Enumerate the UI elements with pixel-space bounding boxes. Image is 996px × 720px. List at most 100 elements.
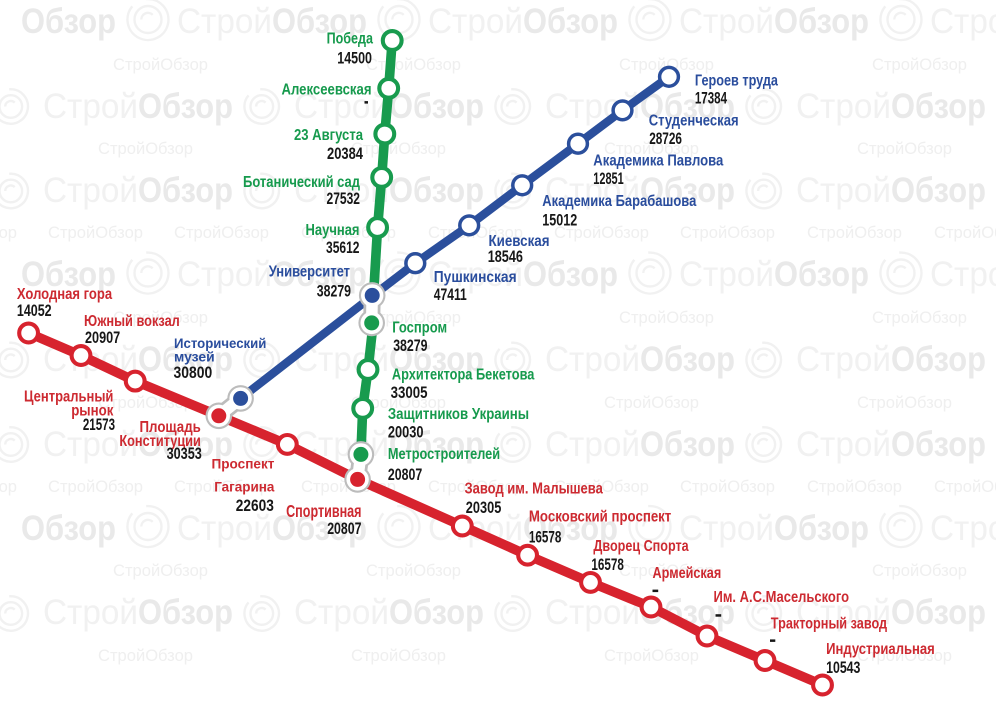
svg-text:Исторический: Исторический bbox=[174, 336, 266, 351]
svg-text:рынок: рынок bbox=[71, 403, 114, 420]
svg-text:СтройОбзор: СтройОбзор bbox=[554, 223, 649, 242]
svg-text:СтройОбзор: СтройОбзор bbox=[604, 646, 699, 665]
svg-text:Гагарина: Гагарина bbox=[214, 480, 275, 495]
svg-text:СтройОбзор: СтройОбзор bbox=[934, 223, 996, 242]
svg-text:30800: 30800 bbox=[174, 364, 213, 382]
svg-text:12851: 12851 bbox=[593, 170, 623, 188]
svg-text:Героев труда: Героев труда bbox=[695, 73, 778, 90]
svg-text:Обзор: Обзор bbox=[21, 2, 116, 41]
svg-text:35612: 35612 bbox=[326, 239, 360, 257]
svg-text:Проспект: Проспект bbox=[212, 457, 275, 472]
svg-text:СтройОбзор: СтройОбзор bbox=[679, 2, 869, 41]
svg-text:СтройОбзор: СтройОбзор bbox=[619, 561, 714, 580]
svg-text:20807: 20807 bbox=[327, 520, 361, 538]
svg-text:СтройОбзор: СтройОбзор bbox=[113, 561, 208, 580]
svg-text:Университет: Университет bbox=[269, 264, 351, 281]
svg-text:СтройОбзор: СтройОбзор bbox=[679, 255, 869, 294]
svg-text:СтройОбзор: СтройОбзор bbox=[796, 593, 986, 632]
svg-text:СтройОбзор: СтройОбзор bbox=[48, 223, 143, 242]
svg-text:СтройОбзор: СтройОбзор bbox=[930, 2, 996, 41]
svg-text:СтройОбзор: СтройОбзор bbox=[0, 223, 17, 242]
svg-text:Научная: Научная bbox=[306, 222, 360, 239]
svg-text:СтройОбзор: СтройОбзор bbox=[807, 223, 902, 242]
svg-text:Холодная гора: Холодная гора bbox=[17, 286, 112, 303]
svg-text:СтройОбзор: СтройОбзор bbox=[294, 87, 484, 126]
svg-text:Тракторный завод: Тракторный завод bbox=[771, 616, 887, 633]
svg-text:СтройОбзор: СтройОбзор bbox=[545, 340, 735, 379]
svg-text:Госпром: Госпром bbox=[392, 320, 447, 337]
svg-text:Индустриальная: Индустриальная bbox=[826, 641, 935, 658]
svg-text:СтройОбзор: СтройОбзор bbox=[43, 593, 233, 632]
svg-text:20030: 20030 bbox=[388, 424, 424, 442]
svg-text:СтройОбзор: СтройОбзор bbox=[366, 55, 461, 74]
svg-text:47411: 47411 bbox=[434, 286, 467, 304]
svg-text:21573: 21573 bbox=[83, 416, 115, 434]
svg-text:СтройОбзор: СтройОбзор bbox=[872, 55, 967, 74]
svg-text:СтройОбзор: СтройОбзор bbox=[174, 223, 269, 242]
svg-text:33005: 33005 bbox=[391, 384, 428, 402]
svg-text:Академика Барабашова: Академика Барабашова bbox=[542, 193, 696, 210]
svg-text:Победа: Победа bbox=[327, 31, 373, 48]
svg-text:СтройОбзор: СтройОбзор bbox=[177, 255, 367, 294]
svg-text:20305: 20305 bbox=[466, 499, 502, 517]
svg-text:СтройОбзор: СтройОбзор bbox=[174, 477, 269, 496]
svg-text:СтройОбзор: СтройОбзор bbox=[857, 393, 952, 412]
svg-text:Им. А.С.Масельского: Им. А.С.Масельского bbox=[714, 589, 850, 606]
svg-text:Киевская: Киевская bbox=[489, 233, 550, 250]
svg-text:СтройОбзор: СтройОбзор bbox=[366, 308, 461, 327]
svg-text:СтройОбзор: СтройОбзор bbox=[545, 171, 735, 210]
svg-text:16578: 16578 bbox=[529, 529, 562, 547]
svg-text:10543: 10543 bbox=[826, 659, 860, 677]
svg-text:27532: 27532 bbox=[327, 190, 361, 208]
svg-text:СтройОбзор: СтройОбзор bbox=[43, 171, 233, 210]
svg-text:СтройОбзор: СтройОбзор bbox=[177, 509, 367, 548]
svg-text:СтройОбзор: СтройОбзор bbox=[619, 308, 714, 327]
svg-text:Метростроителей: Метростроителей bbox=[388, 446, 500, 463]
svg-text:Центральный: Центральный bbox=[24, 389, 113, 406]
svg-text:20807: 20807 bbox=[388, 466, 422, 484]
svg-text:Академика Павлова: Академика Павлова bbox=[593, 153, 723, 170]
svg-text:Московский проспект: Московский проспект bbox=[529, 509, 672, 526]
svg-text:СтройОбзор: СтройОбзор bbox=[0, 477, 17, 496]
svg-text:СтройОбзор: СтройОбзор bbox=[807, 477, 902, 496]
svg-text:СтройОбзор: СтройОбзор bbox=[351, 646, 446, 665]
svg-text:СтройОбзор: СтройОбзор bbox=[113, 55, 208, 74]
svg-text:20384: 20384 bbox=[327, 145, 364, 163]
svg-text:38279: 38279 bbox=[317, 283, 351, 301]
svg-text:СтройОбзор: СтройОбзор bbox=[366, 561, 461, 580]
svg-text:СтройОбзор: СтройОбзор bbox=[857, 139, 952, 158]
svg-text:СтройОбзор: СтройОбзор bbox=[796, 87, 986, 126]
svg-text:22603: 22603 bbox=[236, 497, 274, 515]
svg-text:СтройОбзор: СтройОбзор bbox=[554, 477, 649, 496]
svg-text:СтройОбзор: СтройОбзор bbox=[930, 509, 996, 548]
svg-text:28726: 28726 bbox=[649, 130, 682, 148]
svg-text:музей: музей bbox=[174, 350, 215, 365]
svg-text:СтройОбзор: СтройОбзор bbox=[930, 255, 996, 294]
svg-text:Алексеевская: Алексеевская bbox=[282, 82, 372, 99]
svg-text:СтройОбзор: СтройОбзор bbox=[428, 255, 618, 294]
svg-text:СтройОбзор: СтройОбзор bbox=[604, 393, 699, 412]
svg-text:СтройОбзор: СтройОбзор bbox=[680, 477, 775, 496]
svg-text:СтройОбзор: СтройОбзор bbox=[872, 561, 967, 580]
svg-text:СтройОбзор: СтройОбзор bbox=[679, 509, 869, 548]
svg-text:Обзор: Обзор bbox=[21, 255, 116, 294]
svg-text:СтройОбзор: СтройОбзор bbox=[619, 55, 714, 74]
svg-text:Южный вокзал: Южный вокзал bbox=[84, 313, 180, 330]
svg-text:Ботанический сад: Ботанический сад bbox=[243, 174, 360, 191]
svg-text:Обзор: Обзор bbox=[21, 509, 116, 548]
svg-text:18546: 18546 bbox=[488, 248, 523, 266]
svg-text:СтройОбзор: СтройОбзор bbox=[428, 477, 523, 496]
svg-text:Площадь: Площадь bbox=[140, 419, 201, 436]
svg-text:Дворец Спорта: Дворец Спорта bbox=[593, 538, 688, 555]
svg-text:СтройОбзор: СтройОбзор bbox=[98, 139, 193, 158]
svg-text:СтройОбзор: СтройОбзор bbox=[351, 139, 446, 158]
svg-text:СтройОбзор: СтройОбзор bbox=[545, 425, 735, 464]
svg-text:СтройОбзор: СтройОбзор bbox=[177, 2, 367, 41]
svg-text:14500: 14500 bbox=[337, 50, 372, 68]
svg-text:Спортивная: Спортивная bbox=[286, 501, 361, 521]
svg-text:СтройОбзор: СтройОбзор bbox=[872, 308, 967, 327]
svg-text:СтройОбзор: СтройОбзор bbox=[796, 171, 986, 210]
svg-text:СтройОбзор: СтройОбзор bbox=[43, 87, 233, 126]
svg-text:СтройОбзор: СтройОбзор bbox=[294, 593, 484, 632]
svg-text:СтройОбзор: СтройОбзор bbox=[98, 646, 193, 665]
